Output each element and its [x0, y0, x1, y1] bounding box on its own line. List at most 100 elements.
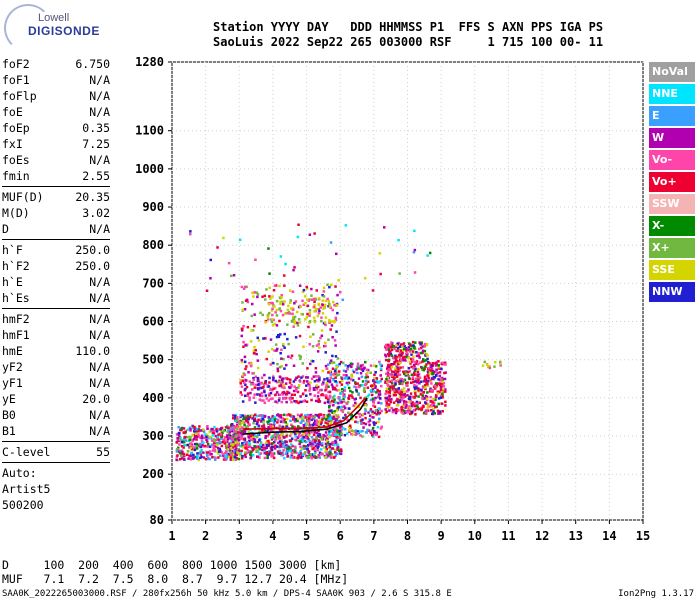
echo-point	[316, 314, 320, 318]
echo-point	[241, 446, 245, 449]
echo-point	[243, 355, 247, 359]
autoscale-line: Artist5	[2, 482, 51, 496]
echo-point	[282, 390, 285, 394]
logo-arc	[4, 4, 52, 52]
echo-point	[364, 409, 367, 412]
echo-point	[306, 367, 309, 370]
echo-point	[402, 372, 406, 376]
echo-point	[322, 433, 325, 437]
echo-point	[318, 346, 321, 349]
echo-point	[307, 415, 310, 418]
echo-point	[241, 301, 244, 304]
echo-point	[263, 373, 266, 377]
echo-point	[246, 444, 249, 447]
echo-point	[330, 283, 333, 287]
echo-point	[429, 409, 433, 412]
echo-point	[298, 452, 301, 455]
echo-point	[264, 337, 267, 340]
echo-point	[359, 434, 362, 437]
echo-point	[238, 444, 242, 448]
echo-point	[266, 435, 269, 438]
echo-point	[324, 445, 328, 449]
echo-point	[330, 399, 334, 403]
echo-point	[322, 307, 325, 310]
echo-point	[340, 392, 343, 395]
echo-point	[262, 337, 265, 340]
echo-point	[249, 416, 253, 419]
echo-point	[422, 380, 426, 383]
echo-point	[345, 374, 348, 377]
echo-point	[318, 456, 321, 459]
echo-point	[274, 379, 277, 383]
echo-point	[197, 428, 201, 431]
echo-point	[216, 446, 220, 450]
echo-point	[243, 423, 246, 427]
echo-point	[236, 416, 239, 419]
echo-point	[264, 380, 267, 383]
echo-point	[253, 346, 256, 349]
echo-point	[328, 413, 331, 417]
echo-point	[179, 436, 182, 440]
echo-point	[398, 400, 402, 404]
echo-point	[285, 425, 288, 428]
echo-point	[281, 313, 285, 317]
echo-point	[206, 427, 209, 430]
echo-point	[389, 345, 392, 349]
echo-point	[208, 430, 211, 434]
echo-point	[407, 388, 410, 392]
echo-point	[444, 363, 447, 366]
echo-point	[366, 371, 369, 375]
echo-point	[364, 383, 367, 387]
echo-point	[380, 377, 383, 381]
echo-point	[267, 433, 271, 436]
echo-point	[193, 448, 197, 452]
param-value: 250.0	[75, 259, 110, 273]
echo-point	[264, 394, 268, 397]
echo-point	[320, 319, 323, 323]
echo-point	[299, 445, 302, 449]
echo-point	[278, 397, 281, 400]
echo-point	[345, 376, 348, 379]
echo-point	[239, 382, 242, 385]
echo-point	[334, 367, 338, 371]
echo-point	[275, 380, 279, 384]
echo-point	[324, 323, 327, 327]
echo-point	[300, 400, 303, 404]
echo-point	[426, 357, 429, 361]
echo-point	[373, 423, 376, 426]
echo-point	[199, 429, 203, 432]
echo-point	[398, 356, 402, 359]
echo-point	[307, 456, 311, 459]
echo-point	[325, 434, 329, 437]
echo-point	[354, 382, 357, 385]
param-separator	[2, 239, 110, 240]
echo-point	[201, 436, 204, 440]
echo-point	[266, 316, 270, 320]
echo-point	[186, 443, 190, 447]
echo-point	[224, 458, 228, 461]
echo-point	[318, 440, 321, 444]
echo-point	[322, 295, 326, 298]
echo-point	[423, 345, 426, 348]
echo-point	[320, 444, 324, 447]
echo-point	[384, 392, 387, 396]
echo-point	[433, 387, 437, 390]
echo-point	[324, 316, 328, 319]
echo-point	[207, 437, 210, 440]
footer-file-info: SAA0K_2022265003000.RSF / 280fx256h 50 k…	[2, 589, 452, 599]
echo-point	[286, 323, 289, 326]
echo-point	[320, 421, 323, 424]
echo-point	[392, 389, 396, 392]
echo-point	[312, 421, 316, 425]
echo-point	[407, 397, 411, 401]
echo-point	[302, 303, 305, 306]
echo-point	[316, 350, 320, 353]
echo-point	[308, 434, 311, 437]
echo-point	[229, 428, 232, 431]
echo-point	[287, 413, 291, 416]
echo-point	[334, 430, 337, 434]
echo-point	[437, 412, 440, 415]
echo-point	[333, 412, 336, 415]
echo-point	[237, 457, 241, 461]
echo-point	[342, 416, 345, 420]
